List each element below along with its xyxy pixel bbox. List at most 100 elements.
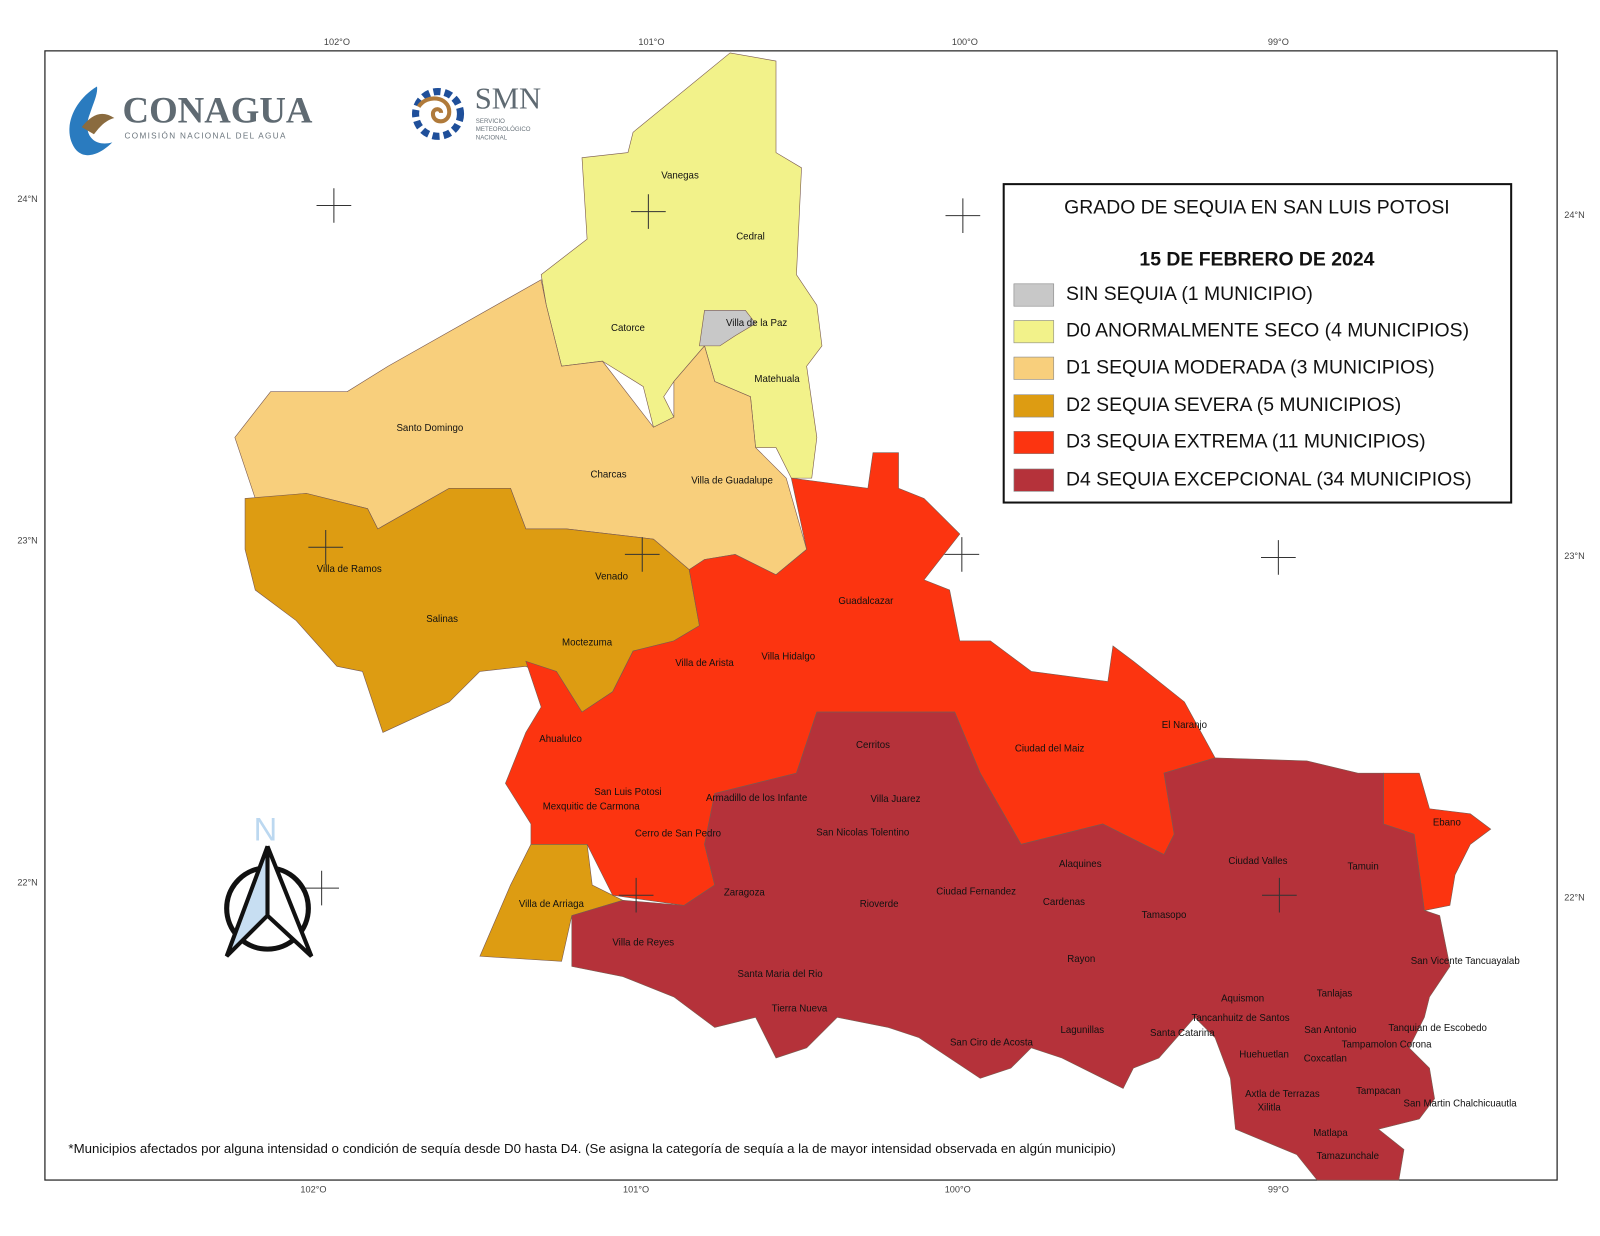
municipality-label: Ahualulco — [539, 734, 582, 745]
graticule-label: 102°O — [324, 37, 350, 47]
drought-region — [699, 309, 757, 347]
municipality-label: Charcas — [591, 470, 627, 481]
municipality-label: Villa de Ramos — [317, 564, 382, 575]
municipality-label: Cerro de San Pedro — [635, 829, 721, 840]
municipality-label: Rayon — [1067, 954, 1095, 965]
legend-box — [1002, 183, 1513, 504]
municipality-labels: Vanegas Cedral Catorce Villa de la Paz Mateh… — [317, 171, 1520, 1163]
graticule-label: 23°N — [1564, 551, 1585, 561]
municipality-label: Santa Catarina — [1150, 1028, 1215, 1039]
graticule-label: 24°N — [1564, 210, 1585, 220]
legend-swatch — [1013, 356, 1055, 380]
graticule-label: 100°O — [945, 1185, 971, 1195]
municipality-label: Ciudad del Maiz — [1015, 743, 1085, 754]
logo-name: SMN — [475, 82, 541, 116]
municipality-label: Villa Hidalgo — [761, 652, 815, 663]
municipality-label: Guadalcazar — [838, 596, 894, 607]
municipality-label: Cardenas — [1043, 897, 1085, 908]
logo-name: CONAGUA — [123, 89, 313, 130]
municipality-label: Ciudad Fernandez — [936, 887, 1016, 898]
municipality-label: Mexquitic de Carmona — [543, 801, 641, 812]
municipality-label: Axtla de Terrazas — [1245, 1089, 1320, 1100]
conagua-logo: CONAGUA COMISIÓN NACIONAL DEL AGUA — [69, 86, 313, 156]
graticule-label: 22°N — [17, 877, 38, 887]
municipality-label: Tampamolon Corona — [1342, 1039, 1433, 1050]
municipality-label: Tamuin — [1347, 861, 1378, 872]
footnote: *Municipios afectados por alguna intensi… — [68, 1141, 1115, 1156]
municipality-label: Venado — [595, 571, 628, 582]
legend: GRADO DE SEQUIA EN SAN LUIS POTOSI 15 DE… — [1002, 183, 1513, 504]
north-label: N — [254, 811, 278, 848]
municipality-label: Cerritos — [856, 740, 890, 751]
graticule-label: 101°O — [638, 37, 664, 47]
logo-subtitle-line: METEOROLÓGICO — [476, 126, 531, 133]
municipality-label: Villa de Guadalupe — [691, 476, 773, 487]
municipality-label: Santa Maria del Rio — [738, 969, 823, 980]
regions — [234, 52, 1492, 1181]
municipality-label: Alaquines — [1059, 859, 1102, 870]
municipality-label: Tamasopo — [1142, 910, 1187, 921]
legend-label: D3 SEQUIA EXTREMA (11 MUNICIPIOS) — [1066, 431, 1426, 453]
graticule-label: 101°O — [623, 1185, 649, 1195]
smn-logo: SMN SERVICIO METEOROLÓGICO NACIONAL — [411, 82, 541, 141]
graticule-label: 102°O — [300, 1185, 326, 1195]
logo-swoosh — [69, 86, 113, 156]
drought-region — [571, 711, 1451, 1181]
legend-label: D4 SEQUIA EXCEPCIONAL (34 MUNICIPIOS) — [1066, 468, 1472, 490]
municipality-label: Xilitla — [1258, 1102, 1282, 1113]
municipality-label: Matehuala — [754, 374, 800, 385]
municipality-label: Ebano — [1433, 818, 1461, 829]
municipality-label: Coxcatlan — [1304, 1054, 1347, 1065]
legend-label: D1 SEQUIA MODERADA (3 MUNICIPIOS) — [1066, 356, 1435, 378]
municipality-label: Tierra Nueva — [772, 1004, 828, 1015]
municipality-label: Huehuetlan — [1239, 1049, 1289, 1060]
legend-date: 15 DE FEBRERO DE 2024 — [1139, 249, 1374, 271]
logo-subtitle-line: NACIONAL — [476, 134, 508, 141]
graticule-label: 23°N — [17, 536, 38, 546]
legend-label: D0 ANORMALMENTE SECO (4 MUNICIPIOS) — [1066, 320, 1469, 342]
graticule-label: 99°O — [1268, 1185, 1289, 1195]
north-arrow: N — [224, 811, 314, 958]
north-right — [265, 845, 314, 958]
municipality-label: San Martin Chalchicuautla — [1404, 1098, 1518, 1109]
municipality-label: Santo Domingo — [396, 423, 463, 434]
legend-swatch — [1013, 431, 1055, 455]
municipality-label: Aquismon — [1221, 994, 1264, 1005]
graticule-label: 99°O — [1268, 37, 1289, 47]
municipality-label: Tanlajas — [1317, 988, 1353, 999]
logo-bird — [81, 113, 115, 135]
municipality-label: Moctezuma — [562, 637, 613, 648]
graticule-label: 22°N — [1564, 893, 1585, 903]
municipality-label: Villa de Arista — [675, 658, 734, 669]
legend-swatch — [1013, 320, 1055, 344]
legend-swatch — [1013, 283, 1055, 307]
municipality-label: Villa de Arriaga — [519, 899, 585, 910]
municipality-label: Tancanhuitz de Santos — [1192, 1013, 1290, 1024]
municipality-label: San Ciro de Acosta — [950, 1037, 1034, 1048]
municipality-label: San Vicente Tancuayalab — [1411, 956, 1520, 967]
municipality-label: Armadillo de los Infante — [706, 793, 807, 804]
municipality-label: Matlapa — [1313, 1128, 1348, 1139]
logo-spiral — [416, 96, 452, 124]
municipality-label: Tanquian de Escobedo — [1388, 1023, 1487, 1034]
logo-subtitle: COMISIÓN NACIONAL DEL AGUA — [125, 130, 287, 140]
graticule-crosses — [304, 188, 1297, 913]
logo-ring — [411, 87, 465, 140]
municipality-label: San Luis Potosi — [594, 787, 661, 798]
municipality-label: Salinas — [426, 614, 458, 625]
logo-subtitle-line: SERVICIO — [476, 118, 505, 125]
municipality-label: Catorce — [611, 323, 645, 334]
municipality-label: Tampacan — [1356, 1086, 1401, 1097]
municipality-label: Lagunillas — [1061, 1025, 1105, 1036]
municipality-label: Cedral — [736, 232, 765, 243]
legend-swatch — [1013, 468, 1055, 492]
graticule-cross — [304, 188, 1297, 913]
municipality-label: San Nicolas Tolentino — [816, 828, 909, 839]
municipality-label: Villa de la Paz — [726, 318, 787, 329]
municipality-label: Zaragoza — [724, 888, 766, 899]
legend-title: GRADO DE SEQUIA EN SAN LUIS POTOSI — [1064, 197, 1449, 219]
municipality-label: Ciudad Valles — [1228, 856, 1287, 867]
graticule-label: 100°O — [952, 37, 978, 47]
graticule-label: 24°N — [17, 194, 38, 204]
